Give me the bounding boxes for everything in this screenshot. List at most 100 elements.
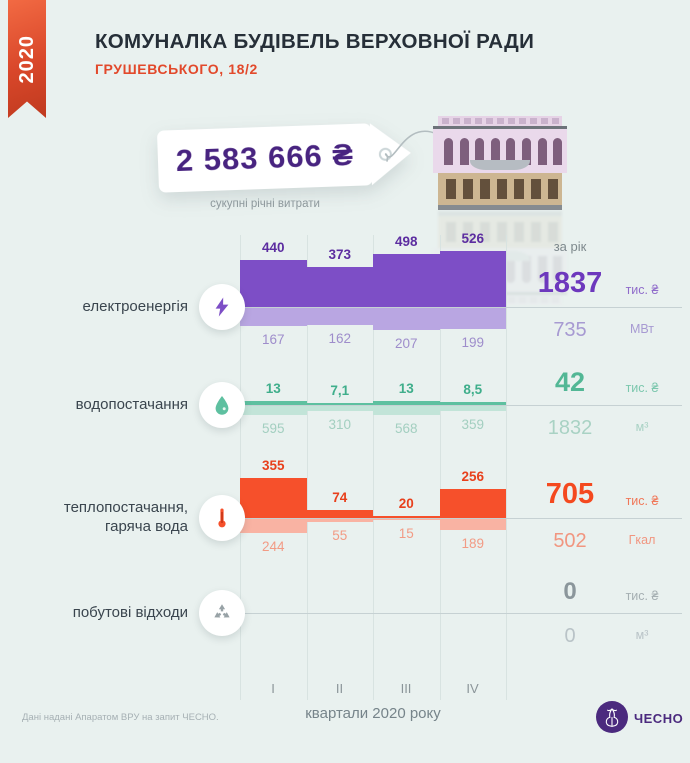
building-part [433, 126, 567, 129]
row-baseline [222, 307, 682, 308]
usage-total: 1832 [547, 417, 593, 439]
usage-value-label: 244 [261, 539, 285, 554]
usage-value-label: 199 [461, 335, 485, 351]
usage-value-label: 568 [394, 420, 418, 436]
usage-bar [373, 406, 440, 415]
building-part [470, 160, 530, 170]
building-part [442, 118, 449, 124]
building-part [537, 138, 547, 165]
usage-bar [240, 308, 307, 326]
cost-bar [439, 250, 506, 307]
building-part [480, 179, 490, 199]
row-baseline [222, 613, 682, 614]
building-part [552, 118, 559, 124]
cost-value-label: 8,5 [463, 382, 483, 398]
row-baseline [222, 405, 682, 406]
usage-bar [306, 308, 373, 326]
row-label-water-drop: водопостачання [75, 396, 188, 413]
cost-bar [439, 489, 506, 518]
row-label-lightning: електроенергія [82, 298, 188, 315]
building-part [475, 138, 485, 165]
cost-value-label: 7,1 [330, 382, 350, 398]
building-part [506, 138, 516, 165]
usage-total: 735 [553, 319, 587, 341]
cost-value-label: 440 [261, 240, 285, 255]
building-part [475, 118, 482, 124]
building-part [541, 118, 548, 124]
quarter-label: II [335, 681, 344, 696]
usage-value-label: 167 [261, 332, 285, 347]
garlic-icon [605, 708, 619, 727]
x-axis-caption: квартали 2020 року [305, 705, 441, 722]
cost-total: 1837 [537, 267, 603, 299]
cost-bar [439, 402, 506, 405]
building-part [531, 179, 541, 199]
building-part [438, 211, 562, 216]
page-subtitle: ГРУШЕВСЬКОГО, 18/2 [95, 61, 258, 77]
cost-bar [306, 509, 373, 518]
building-part [438, 205, 562, 210]
usage-total-unit: м³ [635, 628, 649, 642]
cost-bar [373, 515, 440, 518]
annual-total-amount: 2 583 666 ₴ [175, 136, 355, 179]
building-part [553, 138, 563, 165]
cost-bar [373, 400, 440, 405]
cost-bar [373, 253, 440, 307]
cost-total-unit: тис. ₴ [625, 589, 659, 603]
usage-value-label: 162 [328, 331, 352, 347]
usage-bar [373, 519, 440, 520]
usage-value-label: 310 [328, 416, 352, 432]
parliament-building-illustration [432, 113, 568, 210]
grid-line-vertical [306, 235, 308, 700]
usage-total-unit: МВт [629, 322, 655, 336]
cost-bar [240, 477, 307, 518]
cost-total-unit: тис. ₴ [625, 283, 659, 297]
grid-line-vertical [373, 235, 374, 700]
building-part [463, 179, 473, 199]
year-ribbon: 2020 [8, 0, 46, 118]
cost-total-unit: тис. ₴ [625, 381, 659, 395]
usage-bar [240, 406, 307, 415]
quarter-label: IV [466, 681, 479, 696]
tag-connector-line [384, 130, 438, 162]
thermometer-icon [199, 495, 245, 541]
building-part [453, 118, 460, 124]
usage-total-unit: м³ [635, 420, 649, 434]
cost-bar [306, 402, 373, 405]
building-part [497, 118, 504, 124]
row-label-recycle: побутові відходи [72, 604, 188, 621]
cost-total: 42 [554, 367, 586, 397]
usage-bar [306, 519, 373, 523]
cost-value-label: 20 [398, 495, 414, 511]
usage-total: 0 [564, 625, 576, 647]
usage-total: 502 [553, 530, 587, 552]
usage-bar [373, 308, 440, 331]
quarter-label: III [400, 681, 412, 696]
row-baseline [222, 518, 682, 519]
building-part [459, 138, 469, 165]
usage-value-label: 55 [332, 528, 348, 544]
usage-value-label: 595 [261, 421, 285, 436]
usage-bar [240, 519, 307, 533]
usage-value-label: 189 [461, 535, 485, 551]
chesno-logo-icon [596, 701, 628, 733]
water-drop-icon [199, 382, 245, 428]
building-part [464, 118, 471, 124]
usage-bar [439, 406, 506, 412]
cost-bar [240, 400, 307, 405]
building-part [444, 138, 453, 165]
cost-bar [240, 260, 307, 307]
recycle-icon [199, 590, 245, 636]
building-part [522, 138, 531, 165]
cost-bar [306, 267, 373, 307]
cost-total-unit: тис. ₴ [625, 494, 659, 508]
price-tag-caption: сукупні річні витрати [210, 198, 320, 210]
cost-value-label: 498 [394, 233, 418, 249]
building-part [548, 179, 558, 199]
building-part [490, 138, 500, 165]
grid-line-vertical [506, 235, 507, 700]
cost-value-label: 373 [328, 247, 352, 263]
usage-value-label: 359 [461, 417, 485, 433]
annual-column-label: за рік [553, 239, 587, 254]
cost-total: 0 [563, 578, 577, 605]
